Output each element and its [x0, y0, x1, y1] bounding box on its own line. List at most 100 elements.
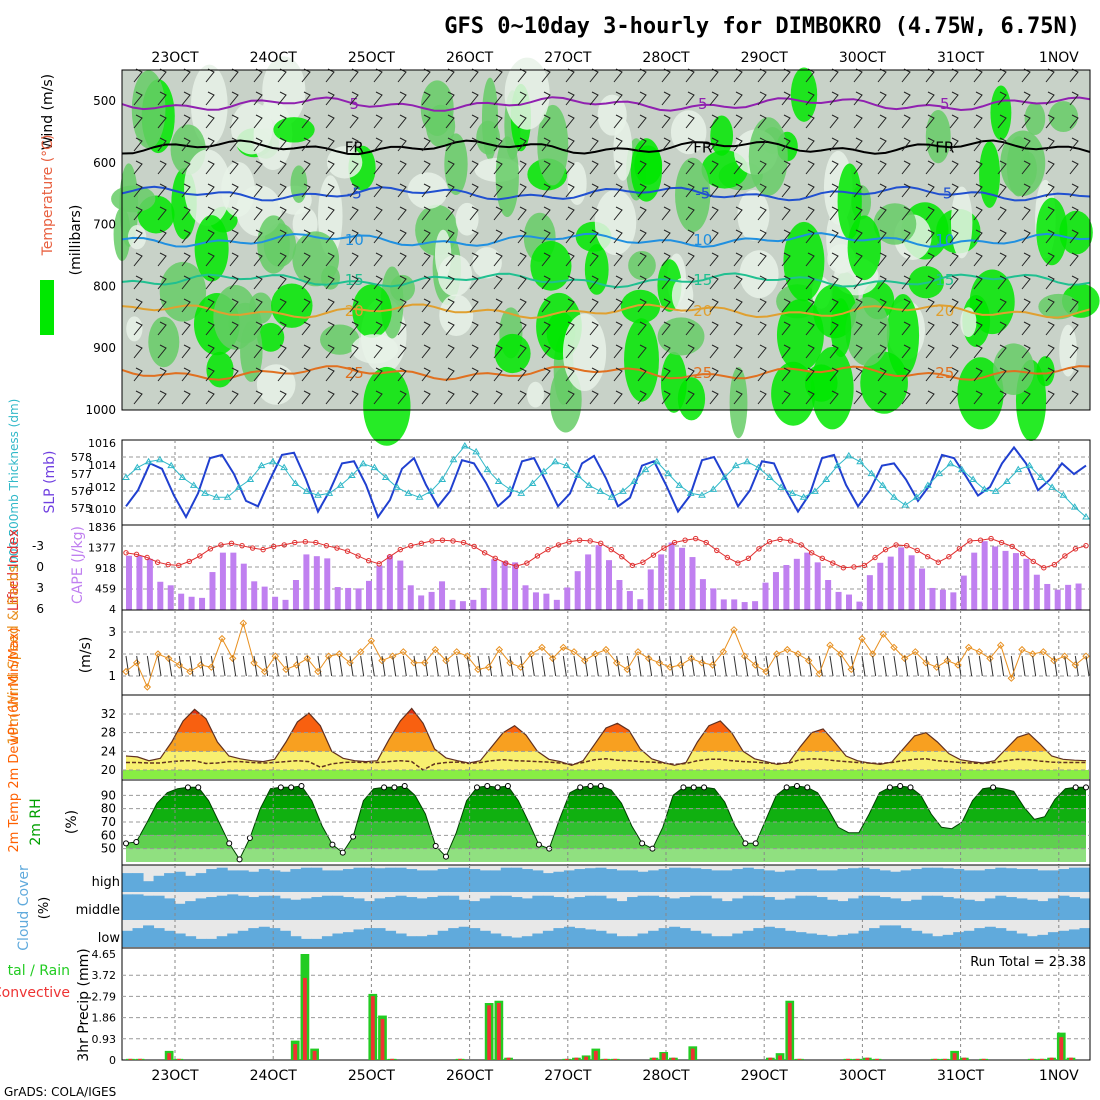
wind-barb: [893, 655, 898, 677]
cloud-bar-middle: [164, 898, 176, 920]
rh-shading: [837, 163, 862, 240]
cloud-bar-low: [374, 928, 386, 947]
wind-barb: [829, 344, 839, 359]
wind-barb: [125, 655, 130, 677]
wind-barb: [253, 344, 263, 359]
wind-barb: [157, 275, 167, 290]
cloud-bar-middle: [763, 897, 775, 920]
wind-barb: [301, 252, 311, 267]
y-tick-label: 1377: [88, 542, 116, 555]
contour-label: 10: [935, 231, 954, 249]
precip-conv-bar: [981, 1058, 986, 1060]
wind-barb: [181, 344, 191, 359]
wind-barb: [949, 160, 959, 175]
rh-shading: [455, 202, 479, 236]
x-label-top: 1NOV: [1039, 50, 1079, 66]
cloud-bar-high: [784, 870, 796, 892]
lifted-marker: [534, 553, 541, 559]
rh-shading: [530, 240, 572, 291]
wind-barb: [805, 275, 815, 290]
cloud-bar-middle: [784, 898, 796, 920]
wind-barb: [877, 367, 887, 382]
contour-label: -5: [937, 185, 952, 203]
cloud-bar-low: [1058, 930, 1070, 947]
lifted-marker: [608, 546, 614, 553]
x-label-top: 28OCT: [642, 50, 690, 66]
wind-barb: [594, 655, 599, 677]
wind-barb: [637, 206, 647, 221]
thickness-marker: [743, 457, 752, 465]
wind-barb: [877, 137, 887, 152]
cloud-bar-high: [353, 867, 365, 892]
wind-barb: [709, 344, 719, 359]
rh-shading: [613, 118, 633, 181]
wind-barb: [181, 137, 191, 152]
cape-bar: [856, 601, 863, 610]
wind-barb: [1042, 655, 1047, 677]
wind-barb: [781, 206, 791, 221]
wind-barb: [205, 114, 215, 129]
cloud-bar-middle: [637, 895, 649, 920]
wind-barb: [301, 367, 311, 382]
cloud-bar-low: [416, 936, 428, 947]
cape-bar: [292, 580, 299, 610]
wind-barb: [181, 114, 191, 129]
wind-marker: [762, 667, 770, 676]
wind-barb: [757, 137, 767, 152]
cloud-bar-low: [195, 938, 207, 947]
wind-barb: [397, 275, 407, 290]
lifted-marker: [946, 554, 952, 560]
cloud-bar-middle: [532, 895, 544, 920]
wind-barb: [757, 275, 767, 290]
wind-barb: [325, 344, 335, 359]
cloud-bar-low: [479, 930, 491, 947]
wind-barb: [133, 275, 143, 290]
wind-barb: [685, 137, 695, 152]
x-label-bottom: 28OCT: [642, 1068, 690, 1084]
wind-barb: [373, 275, 383, 290]
lifted-marker: [882, 546, 889, 553]
wind-barb: [589, 160, 599, 175]
wind-barb: [133, 183, 143, 198]
wind-barb: [360, 655, 365, 677]
wind-marker: [783, 645, 792, 654]
precip-conv-bar: [690, 1048, 695, 1060]
cloud-bar-middle: [669, 898, 681, 920]
precip-conv-bar: [293, 1044, 298, 1060]
rh-marker: [535, 841, 542, 848]
wind-barb: [925, 344, 935, 359]
thickness-marker: [336, 481, 345, 488]
cloud-bar-high: [732, 869, 744, 892]
wind-barb: [1074, 655, 1079, 677]
wind-barb: [445, 137, 455, 152]
wind-barb: [205, 229, 215, 244]
wind-barb: [901, 252, 911, 267]
wind-line: [125, 621, 1087, 689]
rh-marker: [1083, 784, 1089, 791]
cloud-bar-high: [1037, 870, 1049, 892]
wind-barb: [317, 655, 322, 677]
wind-barb: [229, 91, 239, 106]
thickness-marker: [969, 475, 977, 482]
wind10m-label: 10m Wind Speed & Barbs: [6, 565, 22, 744]
wind-barb: [421, 206, 431, 221]
wind-barb: [877, 298, 887, 313]
cape-bar: [324, 558, 331, 610]
cape-bar: [929, 587, 936, 610]
wind-barb: [925, 252, 935, 267]
rh2m-label: 2m RH: [28, 798, 44, 845]
wind-barb: [277, 160, 287, 175]
precip-conv-bar: [952, 1053, 957, 1060]
wind-barb: [685, 91, 695, 106]
wind-barb: [181, 206, 191, 221]
cape-bar: [261, 586, 268, 610]
wind-barb: [445, 114, 455, 129]
wind-barb: [973, 160, 983, 175]
wind-marker: [346, 659, 354, 667]
wind-barb: [925, 91, 935, 106]
rh-marker: [1072, 784, 1079, 791]
wind-barb: [589, 137, 599, 152]
y-tick-label: 1012: [88, 481, 116, 494]
cape-bar: [397, 560, 404, 610]
y-tick-label: 2: [108, 647, 116, 661]
